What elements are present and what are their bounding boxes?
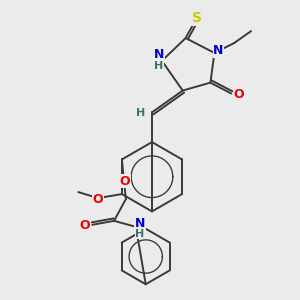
Text: H: H: [136, 108, 146, 118]
Text: H: H: [135, 229, 144, 239]
Text: N: N: [213, 44, 224, 57]
Text: O: O: [234, 88, 244, 101]
Text: H: H: [154, 61, 164, 71]
Text: O: O: [79, 219, 90, 232]
Text: O: O: [93, 193, 104, 206]
Text: O: O: [120, 175, 130, 188]
Text: N: N: [135, 217, 145, 230]
Text: N: N: [154, 48, 164, 62]
Text: S: S: [192, 11, 202, 25]
